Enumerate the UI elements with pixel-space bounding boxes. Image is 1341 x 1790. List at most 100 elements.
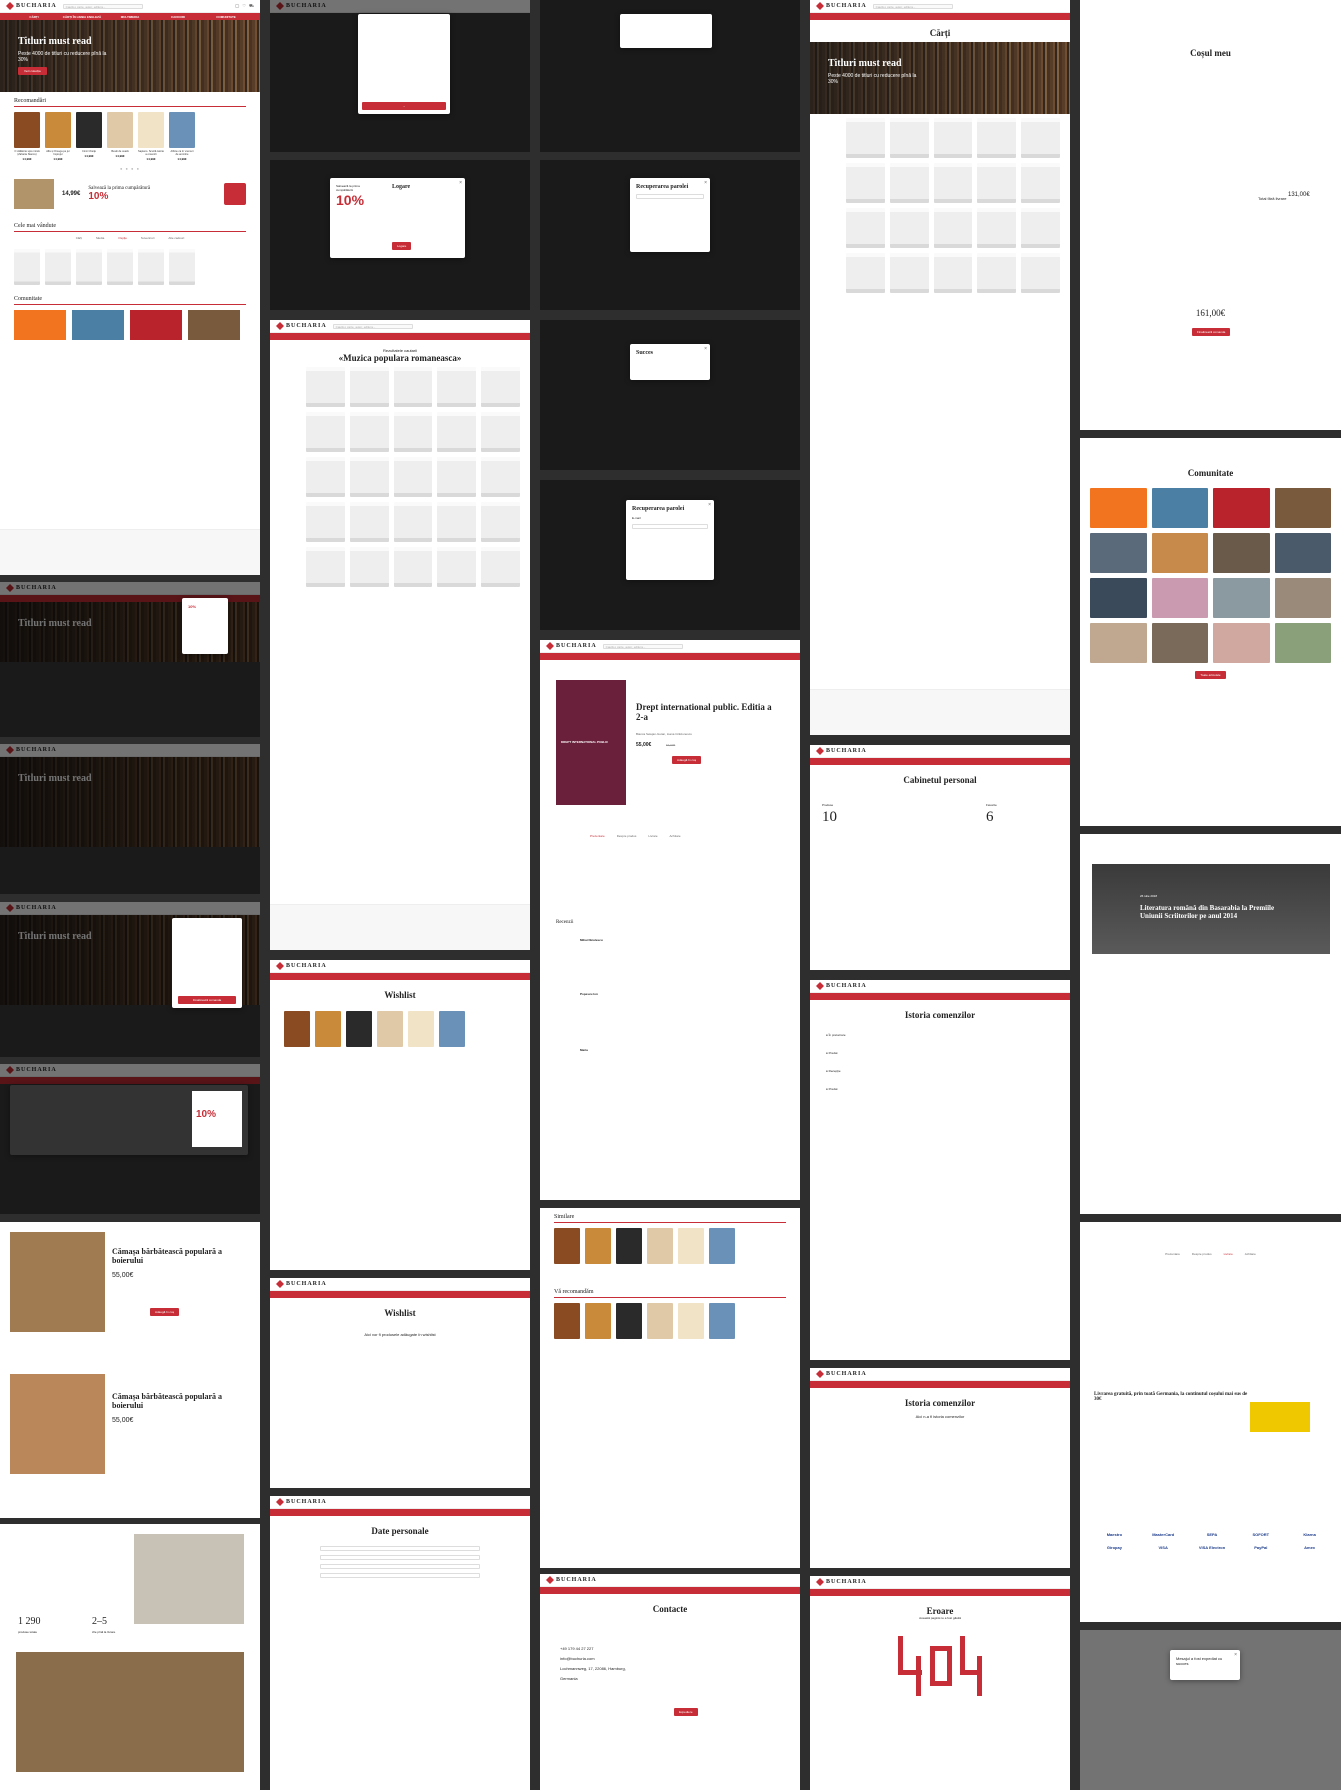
nav-multimedia[interactable]: MULTIMEDIA [120,14,140,19]
post-card[interactable] [1274,488,1331,528]
result-card[interactable] [393,547,433,587]
nav-community[interactable]: COMUNITATE [216,14,236,19]
result-card[interactable] [481,502,520,542]
product-card[interactable] [977,253,1017,293]
book-card[interactable] [678,1228,704,1264]
order-row[interactable]: ● Predat [826,1051,838,1055]
book-card[interactable] [439,1011,465,1047]
book-card[interactable]: Cinci Cheiţe 14,99€ [76,112,102,161]
contact-email[interactable]: info@buchuria.com [560,1656,595,1661]
result-card[interactable] [437,367,477,407]
logo[interactable]: BUCHARIA [816,1370,867,1378]
product-card[interactable] [933,118,973,158]
search-input[interactable]: Caută o carte, autor, editura... [602,643,683,649]
result-card[interactable] [481,412,520,452]
close-icon[interactable]: × [1234,1652,1237,1658]
cart-icon[interactable]: ⛟ [248,3,254,8]
login-button[interactable]: Logare [392,242,412,250]
product-card[interactable] [933,253,973,293]
result-card[interactable] [349,457,389,497]
product-card[interactable] [846,253,885,293]
contact-phone[interactable]: +49 179 44 27 227 [560,1646,594,1651]
product-card[interactable] [14,249,40,285]
book-card[interactable] [585,1228,611,1264]
product-card[interactable] [1021,253,1060,293]
logo[interactable]: BUCHARIA [6,2,57,10]
tab-souvenirs[interactable]: Suveniruri [140,236,155,240]
product-card[interactable] [846,118,885,158]
product-card[interactable] [977,163,1017,203]
post-card[interactable] [1274,623,1331,663]
password-field[interactable] [320,1573,480,1578]
order-row[interactable]: ● Predat [826,1087,838,1091]
post-card[interactable] [1090,578,1147,618]
book-card[interactable] [315,1011,341,1047]
product-card[interactable] [76,249,102,285]
book-card[interactable]: Alfa și Omega pe jur împrejur 14,99€ [45,112,71,161]
tab-clothing[interactable]: Ospiţe [118,236,127,240]
post-card[interactable] [1090,623,1147,663]
user-icon[interactable]: ◯ [234,3,240,8]
community-post-image[interactable] [188,310,240,340]
result-card[interactable] [349,547,389,587]
order-row[interactable]: ● Recepţie [826,1069,841,1073]
all-results-button[interactable]: → [362,102,446,110]
product-card[interactable] [1021,163,1060,203]
checkout-button[interactable]: Finalizează comanda [1192,328,1231,336]
result-card[interactable] [306,457,345,497]
product-card[interactable] [933,163,973,203]
tab-delivery[interactable]: Livrare [648,834,658,838]
book-card[interactable] [408,1011,434,1047]
community-post-image[interactable] [72,310,124,340]
post-card[interactable] [1090,533,1147,573]
book-card[interactable] [554,1228,580,1264]
tab-other-gifts[interactable]: Alte cadouri [168,236,185,240]
order-row[interactable]: ● În prelucrare [826,1033,846,1037]
result-card[interactable] [306,367,345,407]
email-field[interactable] [632,524,708,529]
post-card[interactable] [1151,578,1208,618]
result-card[interactable] [481,457,520,497]
close-icon[interactable]: × [708,502,711,508]
search-input[interactable]: Caută o carte, autor, editura... [62,3,143,9]
product-card[interactable] [169,249,195,285]
product-card[interactable] [889,163,929,203]
book-card[interactable] [678,1303,704,1339]
send-button[interactable]: Expediere [674,1708,698,1716]
result-card[interactable] [306,547,345,587]
result-card[interactable] [481,547,520,587]
logo[interactable]: BUCHARIA [816,1578,867,1586]
close-icon[interactable]: × [704,180,707,186]
book-card[interactable] [585,1303,611,1339]
post-card[interactable] [1213,623,1270,663]
close-icon[interactable]: × [459,180,462,186]
book-card[interactable]: Bestii de ceară 14,99€ [107,112,133,161]
result-card[interactable] [437,412,477,452]
product-card[interactable] [889,253,929,293]
tab-books[interactable]: Cărți [75,236,83,240]
product-card[interactable] [1021,118,1060,158]
search-input[interactable]: Caută o carte, autor, editura... [872,3,953,9]
email-field[interactable] [636,194,704,199]
tab-about[interactable]: Despre produs [1191,1252,1212,1256]
book-card[interactable]: O călătorie spre inimă (Zaharia Stancu) 1… [14,112,40,161]
soundcloud-post-image[interactable] [14,310,66,340]
tab-media[interactable]: Media [96,236,105,240]
book-card[interactable]: Albine ca în vremuri de amintire 14,99€ [169,112,195,161]
close-icon[interactable]: × [704,346,707,352]
tab-payment[interactable]: Achitare [669,834,681,838]
result-card[interactable] [393,502,433,542]
tab-delivery[interactable]: Livrare [1223,1252,1233,1256]
checkout-button[interactable]: Finalizează comanda [178,996,236,1004]
product-card[interactable] [977,118,1017,158]
product-card[interactable] [138,249,164,285]
logo[interactable]: BUCHARIA [276,1280,327,1288]
logo[interactable]: BUCHARIA [816,2,867,10]
orders-count[interactable]: 10 [822,809,837,825]
first-name-field[interactable] [320,1546,480,1551]
result-card[interactable] [349,502,389,542]
result-card[interactable] [393,367,433,407]
product-card[interactable] [933,208,973,248]
search-input[interactable]: Caută o carte, autor, editura... [332,323,413,329]
book-card[interactable] [346,1011,372,1047]
